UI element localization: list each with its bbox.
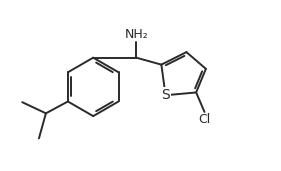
Text: Cl: Cl bbox=[198, 113, 211, 126]
Text: S: S bbox=[161, 88, 170, 102]
Text: NH₂: NH₂ bbox=[124, 28, 148, 41]
